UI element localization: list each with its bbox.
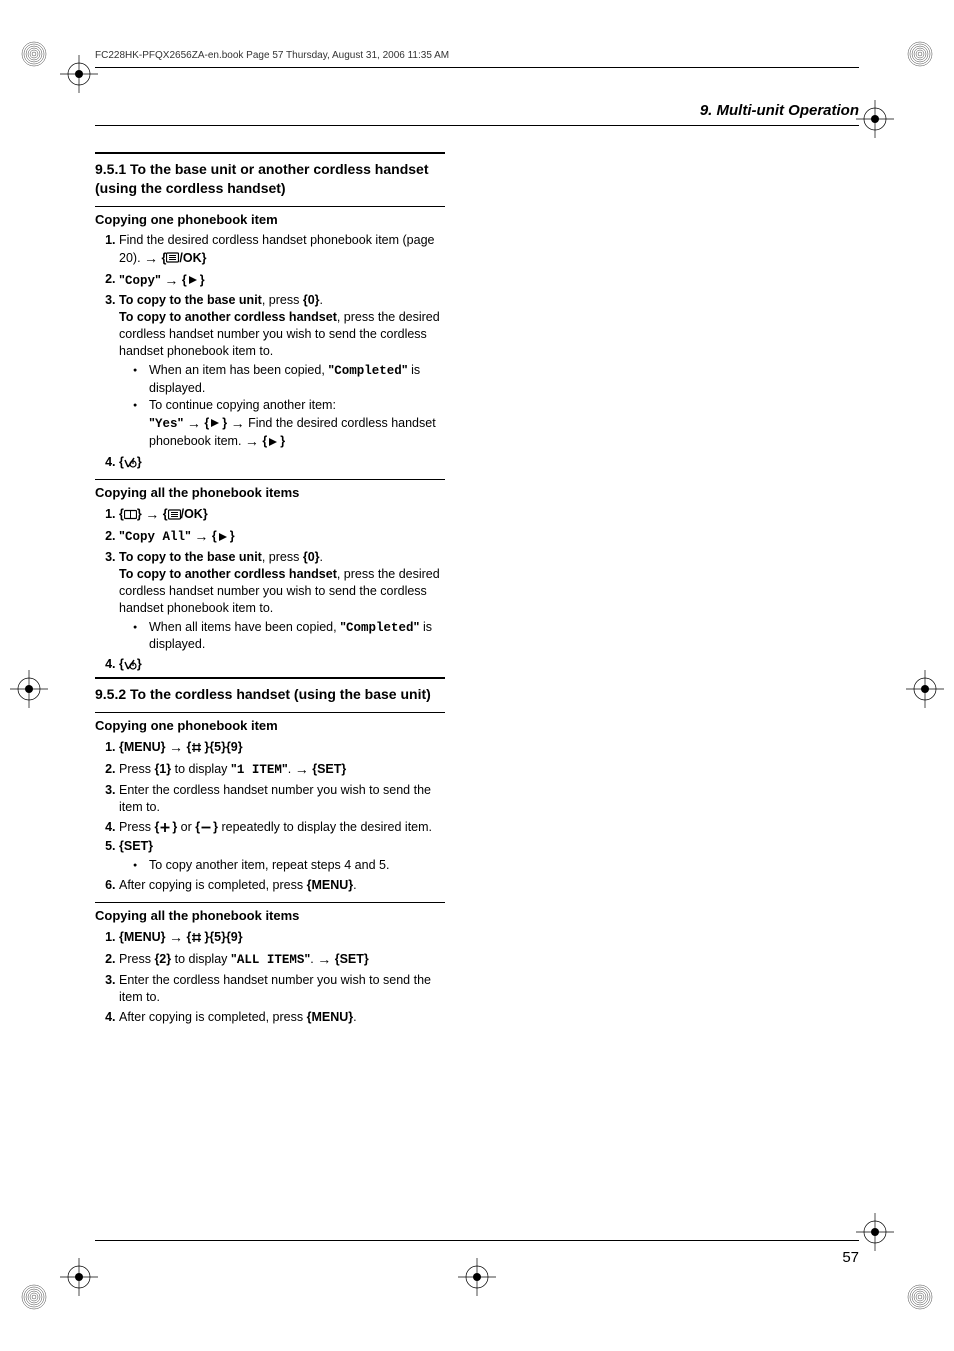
chapter-rule [95,125,859,126]
page: FC228HK-PFQX2656ZA-en.book Page 57 Thurs… [0,0,954,1351]
book-icon [124,509,137,520]
corner-mark-icon [20,1283,48,1311]
reg-mark-icon [856,100,894,138]
copy-one-952-title: Copying one phonebook item [95,718,445,733]
reg-mark-icon [458,1258,496,1296]
reg-mark-icon [10,670,48,708]
right-icon [217,531,230,542]
copy-all-952-title: Copying all the phonebook items [95,908,445,923]
plus-icon [159,822,172,833]
off-icon [124,659,137,670]
hash-icon [191,932,204,943]
steps-list: {} → {/OK} "Copy All" → {} To copy to th… [95,505,445,673]
right-icon [267,436,280,447]
page-number: 57 [842,1249,859,1266]
footer-rule [95,1240,859,1241]
corner-mark-icon [906,1283,934,1311]
corner-mark-icon [20,40,48,68]
reg-mark-icon [906,670,944,708]
copy-one-title: Copying one phonebook item [95,212,445,227]
reg-mark-icon [60,55,98,93]
steps-list: {MENU} → {}{5}{9} Press {2} to display "… [95,928,445,1025]
minus-icon [200,822,213,833]
right-icon [187,274,200,285]
header-text: FC228HK-PFQX2656ZA-en.book Page 57 Thurs… [95,50,859,61]
off-icon [124,457,137,468]
chapter-title: 9. Multi-unit Operation [700,102,859,119]
header-rule [95,67,859,68]
corner-mark-icon [906,40,934,68]
hash-icon [191,742,204,753]
steps-list: Find the desired cordless handset phoneb… [95,232,445,471]
steps-list: {MENU} → {}{5}{9} Press {1} to display "… [95,738,445,894]
copy-all-title: Copying all the phonebook items [95,485,445,500]
section-952-title: 9.5.2 To the cordless handset (using the… [95,685,445,704]
reg-mark-icon [60,1258,98,1296]
reg-mark-icon [856,1213,894,1251]
section-951-title: 9.5.1 To the base unit or another cordle… [95,160,445,198]
content-column: 9.5.1 To the base unit or another cordle… [95,148,445,1028]
menu-icon [166,252,179,263]
right-icon [209,417,222,428]
menu-icon [168,509,181,520]
